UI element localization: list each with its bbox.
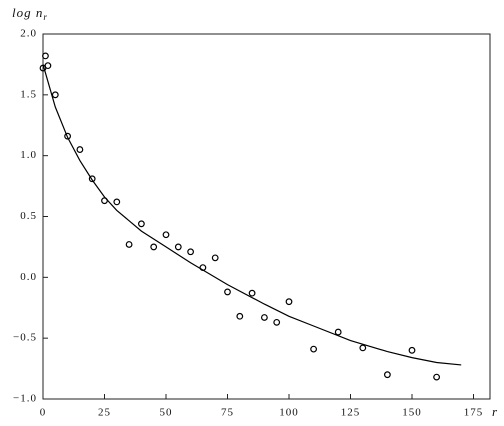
data-point (334, 328, 342, 336)
x-tick-label: 25 (98, 407, 111, 419)
data-point (285, 298, 293, 306)
data-point (187, 248, 195, 256)
y-tick-label: 2.0 (20, 28, 37, 40)
x-tick-label: 50 (160, 407, 173, 419)
y-axis-label: log nr (12, 5, 48, 22)
data-point (261, 314, 268, 321)
data-point (137, 220, 145, 228)
plot-frame (42, 33, 491, 400)
y-tick-label: −0.5 (13, 332, 37, 344)
y-tick-label: 1.5 (20, 88, 37, 100)
y-label-subscript: r (43, 12, 48, 22)
y-tick-label: 1.0 (20, 149, 37, 161)
data-point (248, 289, 256, 297)
data-point (310, 345, 318, 353)
data-point (76, 146, 84, 153)
y-tick-label: −1.0 (13, 393, 37, 405)
y-label-main: log n (12, 5, 43, 20)
data-point (162, 231, 170, 239)
data-point (51, 91, 59, 99)
x-tick-label: 100 (279, 407, 299, 419)
data-point (433, 373, 441, 381)
y-tick-label: 0.5 (20, 210, 37, 222)
data-point (174, 243, 182, 251)
data-point (64, 132, 71, 140)
data-point (42, 52, 49, 60)
data-point (88, 175, 96, 183)
data-point (125, 241, 133, 248)
x-tick-label: 75 (221, 407, 234, 419)
data-point (211, 254, 219, 262)
data-point (113, 198, 121, 206)
x-tick-label: 150 (402, 407, 422, 419)
data-point (408, 346, 416, 354)
x-tick-label: 125 (341, 407, 361, 419)
data-point (384, 371, 391, 379)
data-point (150, 243, 158, 251)
data-point (236, 312, 244, 320)
x-tick-label: 0 (40, 407, 47, 419)
x-tick-label: 175 (464, 407, 484, 419)
data-point (44, 62, 52, 70)
data-point (273, 318, 281, 326)
x-axis-label: r (492, 404, 498, 419)
data-point (359, 344, 367, 352)
data-point (224, 288, 231, 296)
y-tick-label: 0.0 (20, 271, 37, 283)
fit-curve (42, 64, 462, 366)
